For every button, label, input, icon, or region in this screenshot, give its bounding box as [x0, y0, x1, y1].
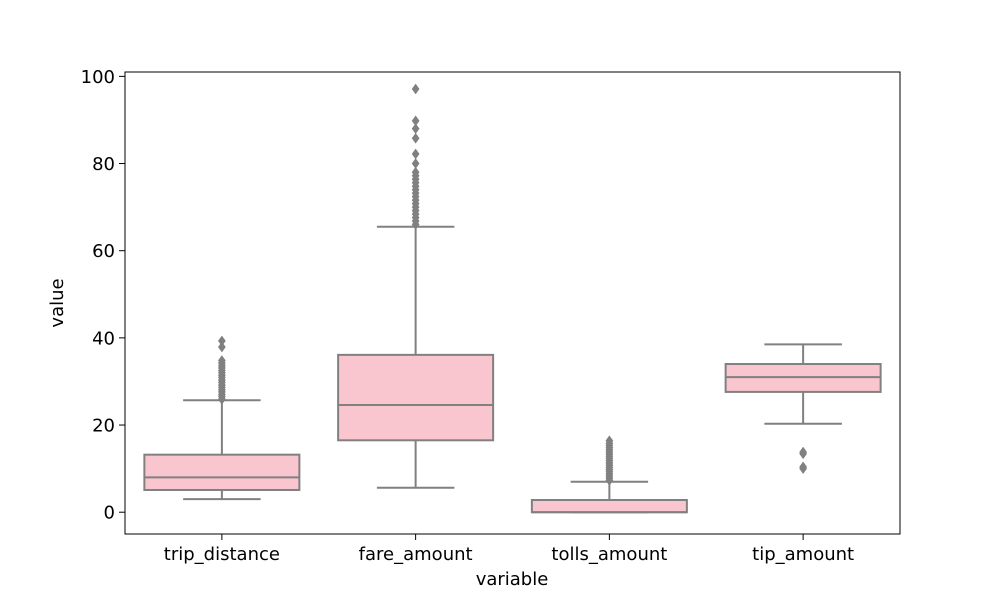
outlier-point	[411, 158, 420, 169]
box-tip_amount	[724, 343, 882, 475]
x-tick-label: fare_amount	[359, 544, 473, 565]
x-tick-label: tip_amount	[752, 544, 854, 565]
x-axis-label: variable	[476, 569, 549, 590]
y-tick-label: 20	[92, 416, 115, 437]
outlier-point	[217, 341, 226, 353]
iqr-box	[530, 499, 688, 514]
outlier-point	[411, 123, 420, 135]
outlier-point	[217, 355, 226, 366]
plot-area	[143, 83, 882, 514]
outlier-point	[799, 446, 808, 458]
x-tick-label: tolls_amount	[551, 544, 667, 565]
box-trip_distance	[143, 335, 301, 501]
box-tolls_amount	[530, 435, 688, 514]
y-tick-label: 0	[104, 503, 115, 524]
axes-frame	[124, 71, 901, 535]
outlier-point	[411, 115, 420, 127]
y-axis: 0 20 40 60 80 100	[81, 67, 125, 524]
outlier-point	[217, 335, 226, 347]
y-tick-label: 80	[92, 154, 115, 175]
y-axis-label: value	[47, 278, 68, 327]
box-fare_amount	[337, 83, 495, 489]
y-tick-label: 60	[92, 241, 115, 262]
outlier-point	[411, 83, 420, 95]
outlier-point	[411, 132, 420, 144]
outlier-point	[411, 148, 420, 160]
y-tick-label: 40	[92, 328, 115, 349]
outlier-point	[411, 166, 420, 178]
x-tick-label: trip_distance	[164, 544, 280, 565]
iqr-box	[143, 453, 301, 491]
x-axis: trip_distance fare_amount tolls_amount tip_…	[164, 534, 854, 565]
outlier-point	[605, 435, 614, 447]
y-tick-label: 100	[81, 67, 115, 88]
outlier-point	[799, 461, 808, 473]
iqr-box	[337, 353, 495, 442]
